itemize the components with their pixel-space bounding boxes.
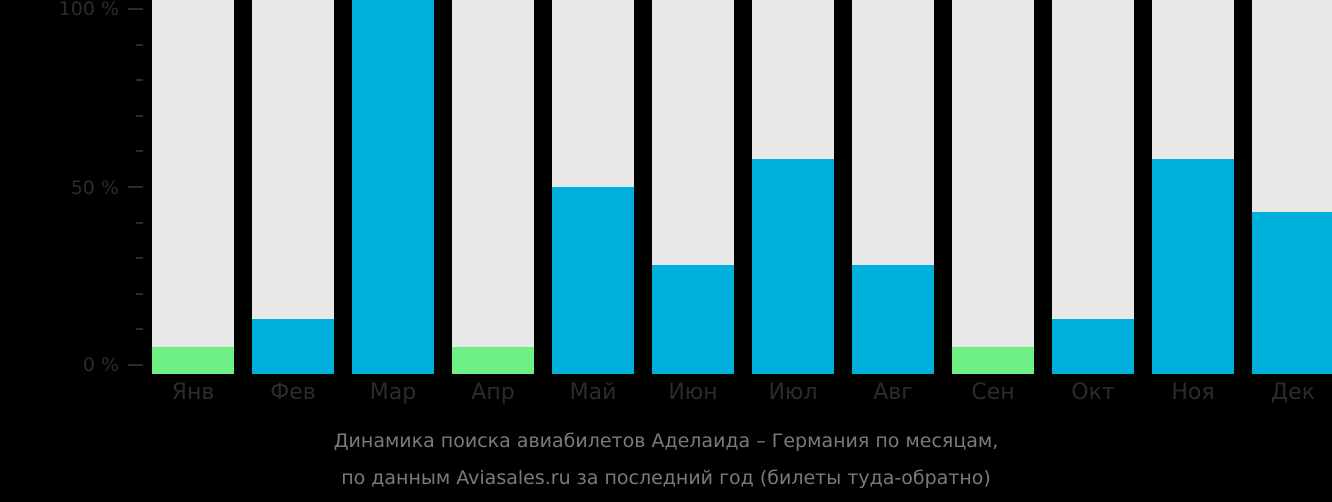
y-label-0: 0 % [82, 354, 119, 376]
bar-fill [952, 347, 1034, 374]
bar-fill [152, 347, 234, 374]
bar-fill [352, 0, 434, 374]
y-tick [136, 115, 143, 117]
x-label: Май [569, 380, 617, 405]
y-tick [136, 222, 143, 224]
bar-3 [452, 0, 534, 374]
x-label: Авг [873, 380, 913, 405]
bar-11 [1252, 0, 1332, 374]
bar-fill [1152, 159, 1234, 374]
x-label: Июл [768, 380, 818, 405]
bar-0 [152, 0, 234, 374]
bar-fill [652, 265, 734, 374]
bar-6 [752, 0, 834, 374]
x-label: Мар [369, 380, 417, 405]
bar-1 [252, 0, 334, 374]
y-tick [136, 44, 143, 46]
y-tick [128, 364, 143, 366]
bar-9 [1052, 0, 1134, 374]
bar-fill [552, 187, 634, 374]
chart-caption-line-1: Динамика поиска авиабилетов Аделаида – Г… [333, 430, 999, 452]
y-tick [128, 8, 143, 10]
bar-fill [252, 319, 334, 374]
bar-10 [1152, 0, 1234, 374]
bar-4 [552, 0, 634, 374]
x-label: Дек [1270, 380, 1315, 405]
bar-fill [1252, 212, 1332, 374]
bar-fill [752, 159, 834, 374]
y-label-100: 100 % [58, 0, 119, 20]
y-tick [136, 79, 143, 81]
bar-fill [452, 347, 534, 374]
y-tick [136, 257, 143, 259]
y-tick [128, 186, 143, 188]
bar-7 [852, 0, 934, 374]
y-tick [136, 328, 143, 330]
bar-8 [952, 0, 1034, 374]
x-label: Сен [971, 380, 1015, 405]
bar-5 [652, 0, 734, 374]
chart-caption-line-2: по данным Aviasales.ru за последний год … [341, 467, 991, 489]
x-label: Фев [270, 380, 316, 405]
x-label: Апр [471, 380, 515, 405]
bar-fill [1052, 319, 1134, 374]
x-label: Янв [171, 380, 215, 405]
y-tick [136, 150, 143, 152]
x-label: Ноя [1171, 380, 1215, 405]
y-label-50: 50 % [70, 177, 119, 199]
y-tick [136, 293, 143, 295]
x-label: Окт [1071, 380, 1115, 405]
bar-2 [352, 0, 434, 374]
bar-fill [852, 265, 934, 374]
x-label: Июн [668, 380, 718, 405]
